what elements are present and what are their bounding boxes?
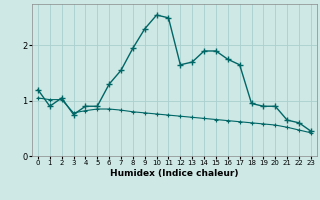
X-axis label: Humidex (Indice chaleur): Humidex (Indice chaleur) — [110, 169, 239, 178]
